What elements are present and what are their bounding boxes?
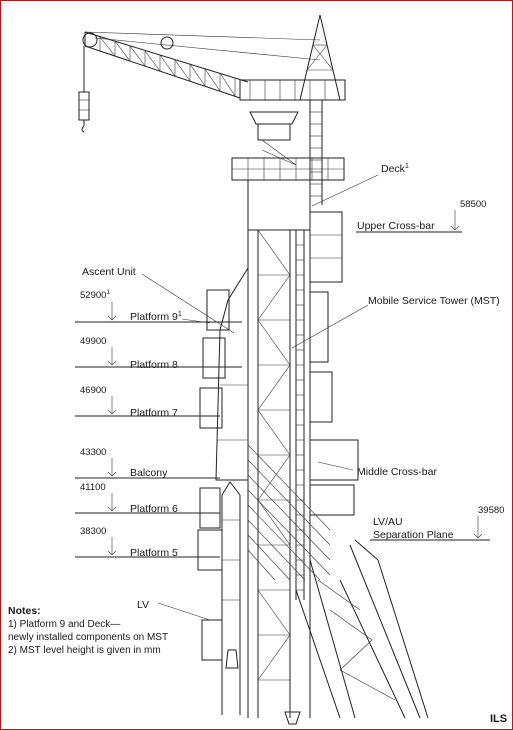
support-frame (295, 539, 429, 719)
label-upper-crossbar: Upper Cross-bar (357, 220, 435, 232)
label-balcony: Balcony (130, 467, 168, 479)
brand-logo: ILS (490, 713, 507, 725)
label-lv: LV (137, 599, 149, 611)
deck-structure (231, 157, 345, 181)
label-platform8: Platform 8 (130, 359, 178, 371)
level-balcony: 43300 (80, 447, 106, 458)
notes-line-2: newly installed components on MST (8, 632, 168, 643)
label-platform6: Platform 6 (130, 503, 178, 515)
crane-jib (78, 31, 321, 133)
mst-tower (247, 180, 311, 718)
level-platform6: 41100 (80, 482, 106, 493)
level-upper-crossbar: 58500 (460, 199, 486, 210)
level-platform5: 38300 (80, 526, 106, 537)
label-platform9: Platform 91 (130, 311, 182, 323)
right-level-markers (356, 210, 490, 541)
notes-block: Notes: 1) Platform 9 and Deck— newly ins… (8, 605, 168, 656)
notes-title: Notes: (8, 605, 41, 617)
label-separation-2: Separation Plane (373, 529, 454, 541)
level-platform7: 46900 (80, 385, 106, 396)
leader-lines (141, 174, 379, 621)
middle-crossbar-structure (247, 439, 359, 581)
level-platform9: 529001 (80, 289, 110, 301)
level-separation: 39580 (478, 505, 504, 516)
label-platform5: Platform 5 (130, 547, 178, 559)
level-markers (75, 302, 242, 558)
label-platform7: Platform 7 (130, 407, 178, 419)
label-ascent-unit: Ascent Unit (82, 266, 136, 278)
top-mast (239, 14, 346, 205)
notes-line-3: 2) MST level height is given in mm (8, 645, 161, 656)
launch-vehicle (201, 481, 301, 725)
upper-crossbar-structure (309, 211, 343, 423)
label-deck: Deck1 (381, 163, 409, 175)
level-platform8: 49900 (80, 336, 106, 347)
label-separation-1: LV/AU (373, 516, 403, 528)
notes-line-1: 1) Platform 9 and Deck— (8, 619, 120, 630)
diagram-labels: Deck1 Upper Cross-bar Ascent Unit Mobile… (82, 163, 500, 611)
label-middle-crossbar: Middle Cross-bar (357, 466, 437, 478)
label-mst: Mobile Service Tower (MST) (368, 295, 500, 307)
level-values: 58500 529001 49900 46900 43300 41100 395… (80, 199, 504, 537)
ascent-unit (197, 267, 249, 571)
